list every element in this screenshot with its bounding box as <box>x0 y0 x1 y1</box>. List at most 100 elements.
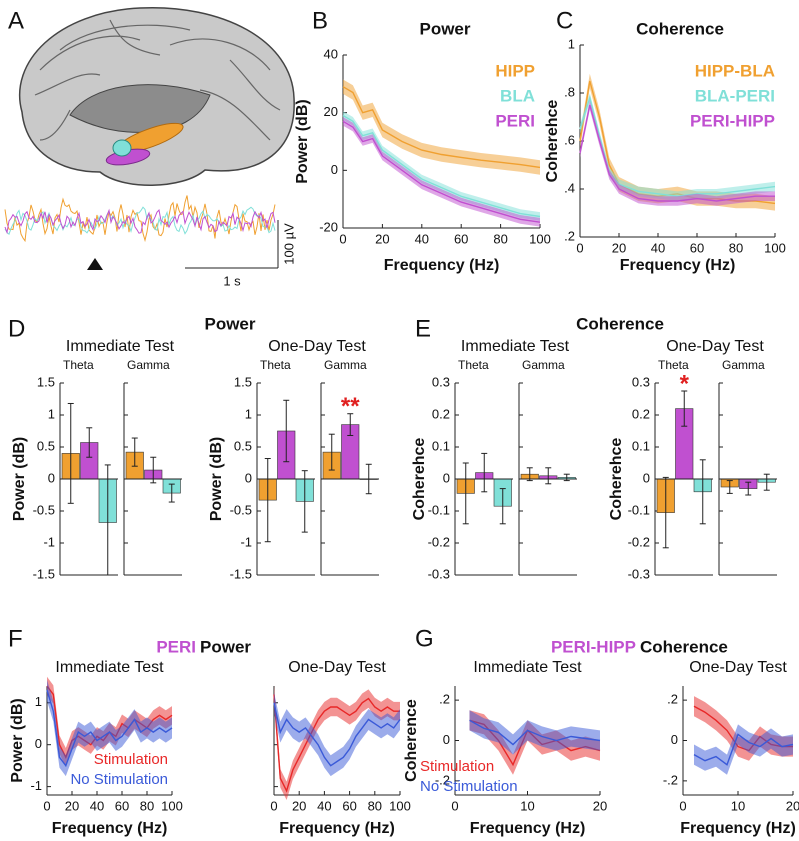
y-tick-label: -0.1 <box>428 502 450 517</box>
x-tick-label: 80 <box>140 798 154 813</box>
x-tick-label: 0 <box>339 231 346 246</box>
x-tick-label: 60 <box>342 798 356 813</box>
error-band <box>274 685 400 800</box>
y-tick-label: .2 <box>439 692 450 707</box>
subplot-title: Immediate Test <box>473 659 582 676</box>
title-prefix: PERI-HIPP <box>551 637 636 656</box>
y-tick-label: 0.5 <box>234 438 252 453</box>
error-band <box>694 724 793 775</box>
y-tick-label: 0 <box>35 736 42 751</box>
error-band <box>47 676 172 767</box>
chart-title: Power <box>419 19 470 38</box>
x-tick-label: 80 <box>368 798 382 813</box>
legend-entry: HIPP <box>495 61 535 80</box>
y-tick-label: -0.5 <box>230 502 252 517</box>
y-tick-label: .8 <box>564 84 575 99</box>
y-axis-label: Coherehce <box>608 438 625 521</box>
y-tick-label: 0.2 <box>432 406 450 421</box>
x-tick-label: 0 <box>270 798 277 813</box>
chart-title: Coherence <box>640 637 728 656</box>
brain-illustration <box>18 6 295 186</box>
x-tick-label: 20 <box>612 240 626 255</box>
stimulus-marker <box>87 258 103 270</box>
x-tick-label: 40 <box>317 798 331 813</box>
y-tick-label: 1 <box>245 406 252 421</box>
y-tick-label: -0.3 <box>428 566 450 581</box>
trace <box>4 208 276 235</box>
x-axis-label: Frequency (Hz) <box>384 257 500 274</box>
error-band <box>580 93 775 201</box>
chart-title: Coherence <box>576 314 664 333</box>
legend-entry: HIPP-BLA <box>695 61 775 80</box>
title-prefix: PERI <box>156 637 196 656</box>
error-band <box>274 692 400 777</box>
series-line <box>342 86 541 169</box>
x-axis-label: Frequency (Hz) <box>279 820 395 837</box>
y-tick-label: 0.2 <box>632 406 650 421</box>
error-band <box>47 679 172 777</box>
y-tick-label: .4 <box>564 180 575 195</box>
y-tick-label: 0 <box>443 470 450 485</box>
x-tick-label: 100 <box>529 231 551 246</box>
legend-entry: No Stimulation <box>420 778 518 795</box>
y-tick-label: 0 <box>48 470 55 485</box>
x-tick-label: 60 <box>690 240 704 255</box>
y-tick-label: 0.1 <box>632 438 650 453</box>
x-tick-label: 0 <box>43 798 50 813</box>
series-line <box>469 719 601 746</box>
y-tick-label: .2 <box>564 228 575 243</box>
y-tick-label: .2 <box>667 692 678 707</box>
group-label: Gamma <box>522 358 565 372</box>
y-tick-label: -0.2 <box>428 534 450 549</box>
x-tick-label: 80 <box>729 240 743 255</box>
y-tick-label: -0.5 <box>33 502 55 517</box>
y-tick-label: 0 <box>671 732 678 747</box>
gyri <box>34 19 281 141</box>
legend-entry: Stimulation <box>420 758 494 775</box>
y-axis-label: Power (dB) <box>294 99 311 183</box>
series-line <box>46 689 173 768</box>
y-tick-label: 1.5 <box>37 374 55 389</box>
group-label: Gamma <box>324 358 367 372</box>
y-tick-label: 0 <box>331 162 338 177</box>
y-tick-label: 20 <box>324 104 338 119</box>
y-axis-label: Coherence <box>403 699 420 782</box>
series-line <box>273 694 400 793</box>
test-title: Immediate Test <box>66 338 175 355</box>
test-title: One-Day Test <box>268 338 366 355</box>
significance: * <box>680 370 690 397</box>
y-tick-label: -1.5 <box>230 566 252 581</box>
y-tick-label: 1.5 <box>234 374 252 389</box>
test-title: Immediate Test <box>461 338 570 355</box>
y-tick-label: -.2 <box>435 772 450 787</box>
y-tick-label: -1 <box>240 534 252 549</box>
x-tick-label: 40 <box>415 231 429 246</box>
x-tick-label: 20 <box>292 798 306 813</box>
error-band <box>469 710 600 755</box>
panel-letter: A <box>8 7 24 34</box>
group-label: Theta <box>658 358 689 372</box>
panel-letter: F <box>8 625 23 652</box>
y-tick-label: .6 <box>564 132 575 147</box>
y-axis-label: Power (dB) <box>208 437 225 521</box>
x-tick-label: 0 <box>576 240 583 255</box>
legend-entry: PERI-HIPP <box>690 111 775 130</box>
series-line <box>342 120 541 223</box>
x-tick-label: 100 <box>389 798 411 813</box>
x-axis-label: Frequency (Hz) <box>620 257 736 274</box>
trace <box>4 195 276 243</box>
group-label: Gamma <box>722 358 765 372</box>
legend-entry: Stimulation <box>94 751 168 768</box>
x-tick-label: 20 <box>593 798 607 813</box>
lfp-traces <box>4 195 276 243</box>
y-tick-label: -.2 <box>663 772 678 787</box>
series-line <box>579 104 775 202</box>
subplot-title: One-Day Test <box>689 659 787 676</box>
chart-title: Power <box>204 314 255 333</box>
error-band <box>343 117 540 227</box>
error-band <box>580 100 775 206</box>
x-tick-label: 100 <box>764 240 786 255</box>
series-line <box>273 702 401 767</box>
x-tick-label: 20 <box>65 798 79 813</box>
